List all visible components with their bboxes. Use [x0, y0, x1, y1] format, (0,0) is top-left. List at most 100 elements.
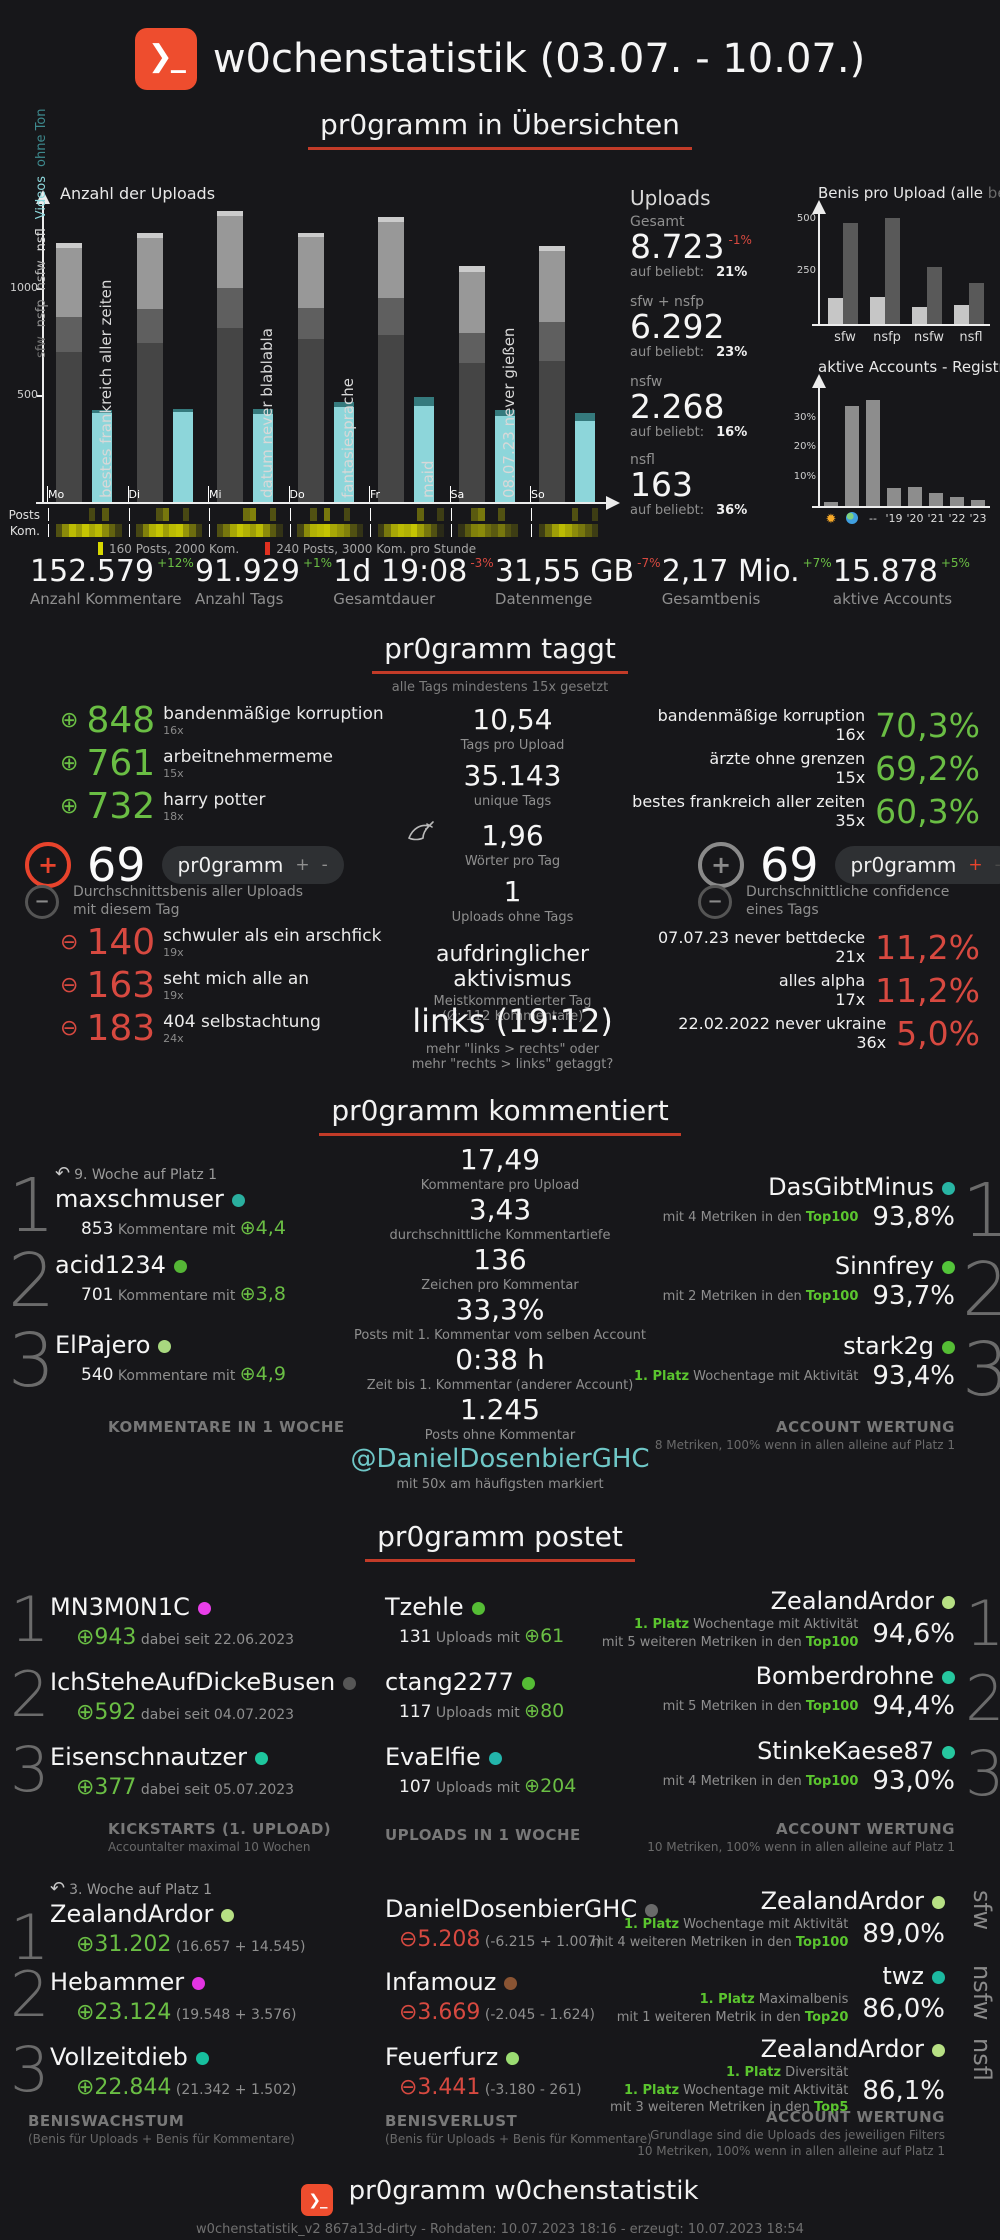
conf-desc: − Durchschnittliche confidence eines Tags	[698, 884, 949, 919]
rank-item-right: DasGibtMinus mit 4 Metriken in den Top100…	[662, 1173, 955, 1233]
heat-cell	[430, 524, 438, 537]
rank-digit: 3	[10, 2033, 50, 2106]
pr0gramm-pill: pr0gramm+-	[834, 846, 1000, 884]
rank-item-left: ElPajero 540 Kommentare mit ⊕4,9	[55, 1331, 286, 1386]
top-tag-row: ⊕ 732 harry potter 18x	[60, 786, 266, 827]
heat-cell	[283, 524, 290, 537]
curved-arrow-icon: ↶	[55, 1163, 71, 1184]
heat-cell	[62, 524, 69, 537]
heat-cell	[216, 524, 224, 537]
heat-cell	[115, 524, 122, 537]
stacked-bar-segment	[378, 298, 404, 335]
heat-cell	[88, 524, 96, 537]
benis-loss-item: Infamouz ⊖3.669 (-2.045 - 1.624)	[385, 1968, 595, 2026]
week-stat: 15.878 +5% aktive Accounts	[832, 554, 970, 608]
user-score-dot	[932, 1896, 945, 1909]
heat-cell	[424, 524, 431, 537]
section-overview-title: pr0gramm in Übersichten	[308, 108, 692, 150]
column-footer: ACCOUNT WERTUNG Grundlage sind die Upload…	[637, 2108, 945, 2158]
heat-cell	[411, 508, 418, 521]
accounts-bar	[971, 500, 985, 506]
heat-cell	[169, 508, 176, 521]
week-stats-row: 152.579 +12% Anzahl Kommentare 91.929 +1% Anz…	[30, 554, 970, 608]
heat-cell	[162, 524, 170, 537]
rank-digit: 2	[965, 1662, 1000, 1735]
benis-bar-alle	[828, 297, 843, 324]
heat-row-label: Posts	[8, 508, 40, 522]
heat-day	[48, 508, 129, 521]
heat-cell	[88, 508, 96, 521]
benis-y-tick: 250	[796, 265, 816, 277]
heat-cell	[142, 524, 150, 537]
user-score-dot	[221, 1909, 235, 1922]
rank-item-right: ZealandArdor 1. Platz Wochentage mit Akti…	[601, 1587, 955, 1650]
heat-day	[531, 508, 612, 521]
uploads-per-day-chart: Anzahl der Uploads 500 1000 sfwnsfpnsfwnsf…	[8, 108, 622, 562]
heat-cell	[437, 524, 444, 537]
user-score-dot	[932, 1971, 945, 1984]
user-score-dot	[488, 1752, 502, 1765]
user-score-dot	[343, 1677, 357, 1690]
stacked-bar-segment	[217, 287, 243, 329]
heat-cell	[532, 508, 539, 521]
circled-minus-icon: ⊖	[60, 1016, 79, 1041]
rank-digit: 1	[8, 1163, 56, 1249]
week-stat: 31,55 GB -7% Datenmenge	[494, 554, 661, 608]
links-rechts-stat: links (19:12) mehr "links > rechts" oder m…	[411, 1002, 614, 1072]
user-score-dot	[255, 1752, 268, 1765]
day-top-tag-label: datum never blablabla	[258, 328, 276, 498]
accounts-x-label: '23	[969, 512, 987, 525]
heat-cell	[291, 508, 298, 521]
rank-item-left: IchSteheAufDickeBusen ⊕592 dabei seit 04.…	[50, 1669, 357, 1725]
section-postet-title: pr0gramm postet	[365, 1520, 635, 1562]
user-score-dot	[506, 2052, 520, 2065]
uploads-stat-1: sfw + nsfp 6.292 auf beliebt: 23%	[630, 294, 748, 360]
accounts-y-tick: 20%	[793, 441, 816, 452]
heat-cell	[491, 524, 498, 537]
accounts-x-label: '21	[927, 512, 945, 525]
user-score-dot	[192, 1977, 206, 1990]
heat-cell	[591, 508, 599, 521]
stacked-bar-segment	[378, 217, 404, 223]
plus-circle-icon: +	[698, 842, 744, 888]
heat-cell	[236, 524, 244, 537]
accounts-bar	[950, 497, 964, 506]
day-label: Mo	[48, 488, 65, 501]
uploads-week-item: EvaElfie 107 Uploads mit ⊕204	[385, 1743, 577, 1798]
stacked-bar-segment	[136, 238, 163, 310]
week-stat: 2,17 Mio. +7% Gesamtbenis	[661, 554, 832, 608]
komm-center-stat: 17,49 Kommentare pro Upload	[420, 1143, 580, 1194]
heat-day	[289, 508, 371, 521]
heat-cell	[458, 508, 465, 521]
heat-cell	[464, 524, 472, 537]
heat-cell	[397, 524, 405, 537]
accounts-chart-title: aktive Accounts - Registrierung	[818, 358, 1000, 376]
komm-center-stat: 33,3% Posts mit 1. Kommentar vom selben A…	[353, 1293, 647, 1344]
flop-tag-row: ⊖ 183 404 selbstachtung 24x	[60, 1008, 321, 1049]
tag-benis-desc: − Durchschnittsbenis aller Uploads mit die…	[25, 884, 303, 919]
rank-item-left: Vollzeitdieb ⊕22.844 (21.342 + 1.502)	[50, 2043, 297, 2101]
heat-cell	[471, 524, 478, 537]
heat-legend-item: 160 Posts, 2000 Kom.	[98, 542, 239, 556]
heat-cell	[398, 508, 405, 521]
boom-icon: ✹	[825, 512, 837, 527]
user-score-dot	[197, 1602, 211, 1615]
user-score-dot	[504, 1977, 518, 1990]
heat-cell	[585, 508, 592, 521]
earth-icon	[846, 512, 858, 524]
heat-legend: 160 Posts, 2000 Kom. 240 Posts, 3000 Kom.…	[98, 542, 476, 556]
heat-cell	[136, 524, 143, 537]
heat-cell	[217, 508, 224, 521]
video-bar-segment	[494, 416, 515, 502]
komm-center-stat: 136 Zeichen pro Kommentar	[421, 1243, 579, 1294]
stacked-bar-segment	[458, 271, 485, 333]
active-accounts-chart: aktive Accounts - Registrierung 10% 20% 30%…	[792, 358, 1000, 538]
user-score-dot	[645, 1904, 659, 1917]
heat-cell	[182, 524, 190, 537]
heat-cell	[571, 508, 579, 521]
heat-cell	[452, 508, 459, 521]
heat-cell	[130, 524, 137, 537]
heat-cell	[444, 524, 451, 537]
heat-cell	[82, 524, 89, 537]
heat-cell	[243, 524, 250, 537]
